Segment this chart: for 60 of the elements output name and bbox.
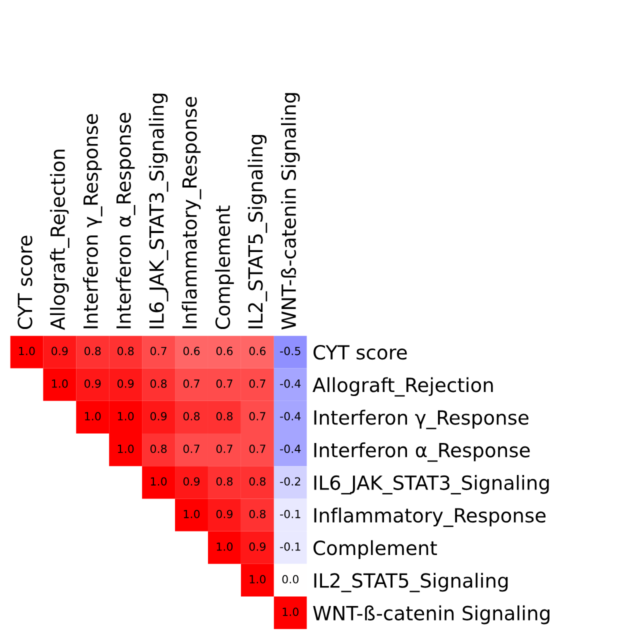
data-label: 0.6 — [249, 346, 266, 356]
data-label: 0.7 — [216, 444, 232, 454]
y-tick-label: IL6_JAK_STAT3_Signaling — [314, 475, 549, 494]
y-tick-label: IL2_STAT5_Signaling — [314, 572, 508, 592]
data-label: 0.9 — [150, 412, 167, 420]
data-label: 1.0 — [216, 542, 233, 551]
data-label: 0.0 — [282, 575, 298, 584]
data-label: -0.4 — [280, 444, 301, 454]
data-label: -0.2 — [280, 477, 300, 486]
data-label: 0.6 — [183, 346, 200, 356]
data-label: 0.9 — [216, 510, 233, 518]
data-label: 1.0 — [118, 444, 134, 454]
data-label: 1.0 — [250, 575, 266, 584]
x-tick-label: Complement — [215, 206, 234, 330]
data-label: 0.8 — [216, 412, 233, 420]
data-label: 1.0 — [85, 412, 101, 420]
data-label: 1.0 — [118, 412, 134, 420]
x-tick-label: Allograft_Rejection — [50, 150, 70, 330]
data-label: 1.0 — [52, 379, 68, 388]
data-label: 0.7 — [150, 346, 166, 356]
y-tick-label: Complement — [314, 540, 437, 560]
data-label: 0.8 — [150, 379, 167, 388]
data-label: 0.7 — [183, 379, 200, 388]
data-label: 0.7 — [249, 412, 266, 420]
data-label: 0.9 — [84, 379, 101, 388]
data-label: -0.4 — [280, 379, 301, 388]
data-label: 0.6 — [216, 346, 233, 356]
data-label: 0.8 — [249, 510, 266, 518]
data-label: 0.9 — [183, 477, 200, 486]
data-label: 1.0 — [282, 608, 298, 616]
y-tick-label: Interferon γ_Response — [314, 410, 528, 430]
x-tick-label: Interferon α_Response — [116, 112, 136, 328]
x-tick-label: Interferon γ_Response — [82, 114, 102, 328]
data-label: 0.7 — [183, 444, 200, 454]
data-label: 0.8 — [150, 444, 167, 454]
data-label: 0.9 — [52, 346, 68, 356]
data-label: 0.8 — [84, 346, 101, 356]
data-label: -0.4 — [280, 412, 301, 420]
data-label: 1.0 — [184, 510, 200, 518]
data-label: 0.9 — [117, 379, 134, 388]
data-label: -0.5 — [280, 346, 300, 356]
data-label: 0.8 — [216, 477, 233, 486]
y-tick-label: CYT score — [314, 344, 407, 360]
data-label: 0.7 — [249, 444, 266, 454]
data-label: 0.8 — [183, 412, 200, 420]
x-tick-label: CYT score — [18, 236, 32, 330]
y-tick-label: Allograft_Rejection — [312, 377, 493, 397]
x-tick-label: IL6_JAK_STAT3_Signaling — [148, 94, 168, 328]
y-tick-label: Inflammatory_Response — [314, 508, 546, 527]
data-label: 1.0 — [150, 477, 167, 486]
data-label: -0.1 — [280, 510, 300, 518]
data-label: 0.7 — [216, 379, 232, 388]
data-label: -0.1 — [280, 542, 300, 551]
data-label: 1.0 — [19, 346, 35, 356]
data-label: 0.7 — [249, 379, 266, 388]
data-label: 0.8 — [249, 477, 266, 486]
data-label: 0.8 — [117, 346, 134, 356]
y-tick-label: WNT-ß-catenin Signaling — [313, 605, 550, 624]
y-tick-label: Interferon α_Response — [314, 442, 530, 462]
data-label: 0.9 — [249, 542, 266, 551]
